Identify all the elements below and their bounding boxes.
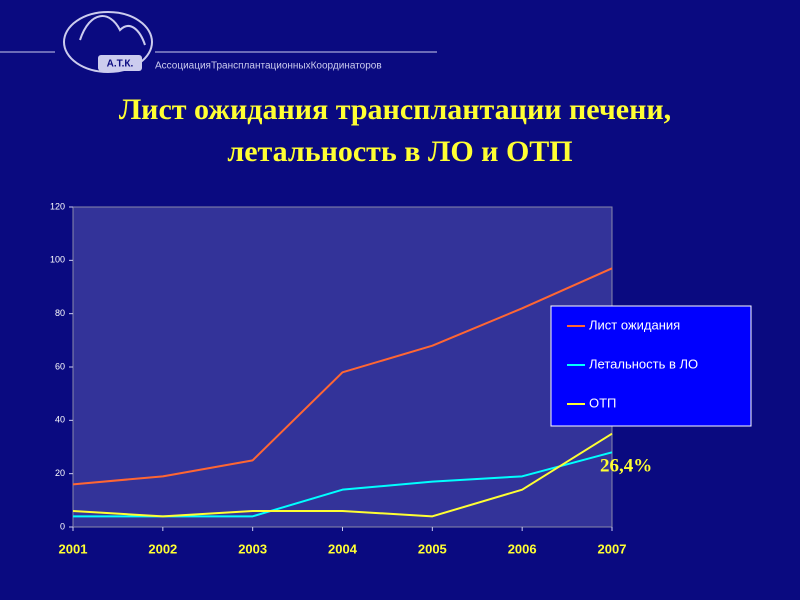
legend-label: Лист ожидания: [589, 317, 680, 332]
y-tick-label: 0: [60, 521, 65, 531]
legend-label: ОТП: [589, 395, 616, 410]
logo: А.Т.К. АссоциацияТрансплантационныхКоорд…: [0, 11, 437, 73]
y-tick-label: 40: [55, 415, 65, 425]
y-tick-label: 60: [55, 361, 65, 371]
x-tick-label: 2002: [148, 541, 177, 556]
chart-title: Лист ожидания трансплантации печени,: [119, 93, 671, 126]
y-tick-label: 100: [50, 255, 65, 265]
plot-area: [72, 206, 613, 528]
y-tick-label: 20: [55, 468, 65, 478]
logo-text: АссоциацияТрансплантационныхКоординаторо…: [155, 61, 382, 72]
x-tick-label: 2007: [598, 541, 627, 556]
logo-ring: [63, 11, 153, 73]
series-line: [72, 267, 613, 486]
series-line: [72, 432, 613, 518]
legend-label: Летальность в ЛО: [589, 356, 698, 371]
x-tick-label: 2003: [238, 541, 267, 556]
x-tick-label: 2005: [418, 541, 447, 556]
x-tick-label: 2006: [508, 541, 537, 556]
logo-badge: [98, 55, 142, 71]
logo-mark: А.Т.К.: [107, 59, 134, 70]
logo-hands: [79, 15, 146, 46]
annotation: 26,4%: [600, 455, 652, 476]
x-tick-label: 2001: [59, 541, 88, 556]
chart: 0 20 40 60 80 100 120 2001 2002 2003 2004 2005 2006 2…: [50, 201, 752, 556]
x-tick-label: 2004: [328, 541, 358, 556]
y-tick-label: 120: [50, 201, 65, 211]
chart-title: летальность в ЛО и ОТП: [227, 135, 572, 168]
y-tick-label: 80: [55, 308, 65, 318]
